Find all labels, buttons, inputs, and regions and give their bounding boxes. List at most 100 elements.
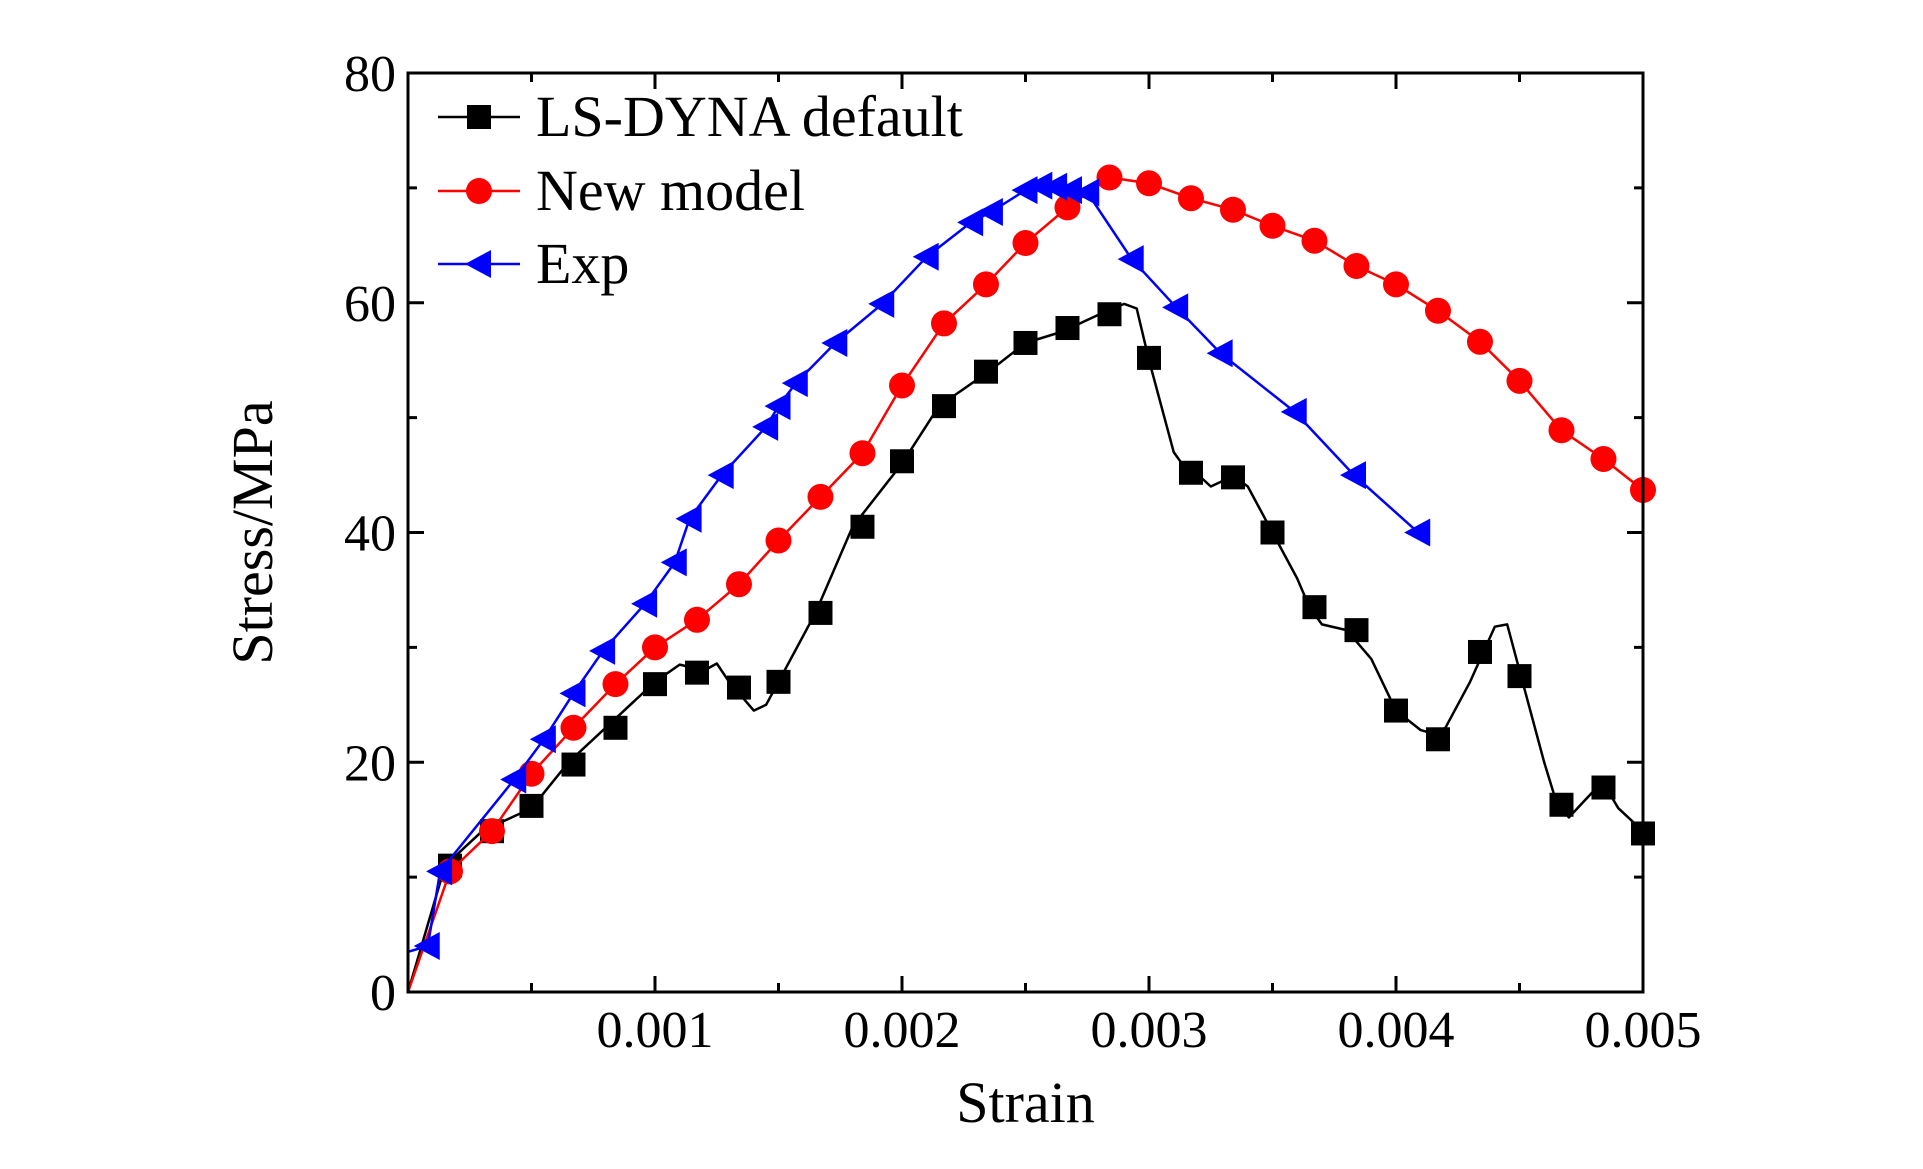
lsdyna-marker [1055,316,1080,341]
new-model-marker [560,714,587,741]
new-model-marker [1590,445,1617,472]
exp-marker [821,328,848,357]
lsdyna-marker [1097,302,1122,327]
lsdyna-marker [1260,520,1285,545]
lsdyna-marker [603,715,628,740]
new-model-marker [1506,367,1533,394]
legend-label: LS-DYNA default [536,84,963,149]
exp-marker [912,242,939,271]
lsdyna-marker [1425,727,1450,752]
exp-marker [559,679,586,708]
new-model-marker [972,271,999,298]
exp-marker [1073,178,1100,207]
new-model-marker [642,634,668,661]
legend-item-lsdyna: LS-DYNA default [438,84,963,149]
lsdyna-marker [561,752,586,777]
lsdyna-marker [1507,664,1532,689]
x-tick-label: 0.004 [1338,1002,1455,1059]
exp-series [407,171,1431,961]
exp-marker [1041,172,1068,201]
legend-marker [466,178,492,204]
lsdyna-marker [1344,618,1369,643]
new-model-marker [1177,185,1204,212]
new-model-marker [1343,252,1370,279]
exp-marker [1117,245,1144,274]
legend-marker [467,105,491,129]
y-tick-label: 60 [344,276,396,333]
exp-marker [631,589,658,618]
lsdyna-marker [766,669,791,694]
new-model-marker [725,571,752,598]
lsdyna-marker [726,675,751,700]
lsdyna-marker [1178,460,1203,485]
lsdyna-marker [808,600,833,625]
x-tick-label: 0.002 [844,1002,961,1059]
exp-marker [529,725,556,754]
x-axis-title: Strain [956,1070,1095,1135]
y-tick-label: 40 [344,506,396,563]
legend-marker [465,250,491,278]
exp-marker [1026,171,1053,200]
exp-marker [1162,293,1189,322]
exp-marker [752,412,779,441]
lsdyna-marker [1591,775,1616,800]
new-model-series [406,164,1656,993]
exp-marker [781,369,808,398]
exp-marker [413,932,440,961]
lsdyna-marker [931,394,956,419]
x-tick-label: 0.005 [1585,1002,1702,1059]
exp-marker [957,208,984,237]
lsdyna-marker [850,514,875,539]
lsdyna-marker [973,359,998,384]
y-tick-label: 20 [344,735,396,792]
legend: LS-DYNA default New model Exp [438,84,963,296]
new-model-marker [1259,212,1286,239]
new-model-marker [1424,297,1451,324]
x-tick-label: 0.003 [1091,1002,1208,1059]
exp-marker [1404,518,1431,547]
exp-marker [1280,397,1307,426]
new-model-marker [930,310,957,337]
exp-marker [660,548,687,577]
exp-marker [426,857,453,886]
new-model-marker [683,606,710,633]
exp-marker [868,289,895,318]
lsdyna-marker [1302,595,1327,620]
lsdyna-marker [1137,345,1161,370]
new-model-marker [889,372,915,399]
new-model-marker [807,483,834,510]
x-tick-label: 0.001 [597,1002,714,1059]
exp-marker [976,197,1003,226]
new-model-marker [1219,196,1246,223]
exp-marker [764,392,791,421]
lsdyna-marker [684,660,709,685]
legend-label: Exp [536,231,629,296]
legend-label: New model [536,158,805,223]
lsdyna-marker [1220,465,1245,490]
exp-marker [1206,339,1233,368]
new-model-marker [1136,170,1162,197]
new-model-marker [478,818,505,845]
lsdyna-marker [1384,698,1408,723]
new-model-marker [765,527,792,554]
new-model-marker [1012,230,1039,257]
new-model-marker [1383,271,1409,298]
lsdyna-marker [519,793,544,818]
lsdyna-marker [1467,639,1492,664]
new-model-marker [1096,164,1123,191]
new-model-marker [1466,328,1493,355]
lsdyna-series [406,302,1655,993]
y-tick-label: 0 [370,965,396,1022]
new-model-marker [849,440,876,467]
new-model-marker [1301,227,1328,254]
y-axis-title: Stress/MPa [220,400,285,664]
lsdyna-marker [1013,330,1038,355]
new-model-marker [602,671,629,698]
new-model-marker [1054,194,1081,221]
data-series [406,164,1656,993]
exp-marker [589,636,616,665]
plot-area-frame [406,71,1645,994]
exp-marker [1055,176,1082,205]
